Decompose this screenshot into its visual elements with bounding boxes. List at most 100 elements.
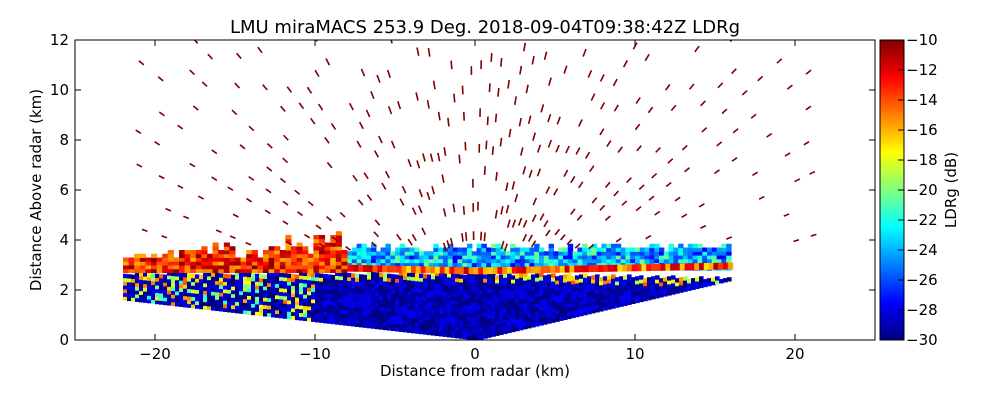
- ldr-cell-upper: [567, 243, 574, 249]
- ldr-cell-low: [399, 301, 404, 306]
- ldr-dash-sparse: [443, 147, 447, 156]
- ldr-cell-low: [315, 291, 320, 297]
- ldr-dash-sparse: [584, 151, 591, 159]
- ldr-cell-low: [495, 275, 500, 280]
- ldr-cell-low: [643, 285, 648, 290]
- ldr-cell-upper: [366, 247, 372, 252]
- ldr-cell-low: [167, 278, 172, 284]
- ldr-cell-edge: [324, 265, 331, 270]
- ldr-cell-low: [299, 308, 304, 314]
- ldr-cell-upper: [601, 247, 607, 252]
- ldr-cell-upper: [534, 243, 540, 249]
- ldr-cell-low: [355, 315, 360, 320]
- ldr-cell-upper: [654, 258, 660, 264]
- ldr-cell-upper: [476, 258, 482, 264]
- ldr-cell-low: [635, 283, 640, 289]
- ldr-cell-low: [535, 310, 540, 316]
- ldr-cell-low: [523, 283, 528, 289]
- ldr-cell-upper: [567, 258, 574, 264]
- ldr-cell-edge: [240, 257, 247, 262]
- ldr-cell-upper: [462, 255, 468, 260]
- ldr-cell-edge: [291, 250, 298, 255]
- ldr-dash-sparse: [330, 122, 337, 130]
- ldr-cell-low: [159, 289, 164, 294]
- ldr-cell-low: [491, 291, 496, 296]
- ldr-cell-low: [267, 312, 272, 317]
- ldr-cell-low: [315, 303, 320, 308]
- ldr-dash-sparse: [684, 167, 691, 173]
- ldr-cell-low: [587, 295, 592, 300]
- ldr-cell-upper: [659, 251, 665, 256]
- ldr-cell-edge: [190, 265, 197, 270]
- ldr-cell-low: [463, 327, 468, 332]
- ldr-cell-low: [419, 329, 424, 335]
- ldr-cell-low: [423, 285, 428, 290]
- ldr-dash-sparse: [318, 243, 326, 248]
- ldr-cell-low: [547, 300, 552, 305]
- ldr-cell-melting: [559, 265, 566, 273]
- ldr-cell-upper: [467, 255, 473, 260]
- ldr-cell-low: [291, 274, 296, 279]
- ldr-cell-low: [547, 281, 552, 287]
- ldr-cell-low: [563, 311, 568, 317]
- ldr-dash-sparse: [193, 40, 199, 44]
- ldr-cell-edge: [218, 261, 225, 266]
- ldr-cell-low: [327, 293, 332, 298]
- ldr-cell-low: [155, 284, 160, 290]
- ldr-cell-upper: [606, 258, 612, 264]
- ldr-cell-low: [571, 310, 576, 315]
- ldr-cell-edge: [167, 265, 174, 270]
- y-tick-label: 0: [59, 331, 69, 349]
- ldr-dash-sparse: [531, 214, 537, 222]
- ldr-cell-low: [519, 303, 524, 308]
- ldr-cell-low: [375, 276, 380, 281]
- ldr-cell-low: [323, 315, 328, 320]
- ldr-cell-low: [451, 318, 456, 323]
- ldr-cell-low: [583, 273, 588, 278]
- ldr-cell-low: [407, 324, 412, 330]
- ldr-cell-upper: [510, 251, 516, 256]
- ldr-cell-low: [167, 293, 172, 299]
- ldr-cell-low: [131, 293, 136, 298]
- ldr-dash-sparse: [458, 154, 461, 164]
- ldr-dash-sparse: [298, 102, 305, 110]
- ldr-cell-melting: [449, 266, 455, 274]
- ldr-cell-low: [287, 288, 292, 293]
- ldr-cell-low: [627, 278, 632, 283]
- ldr-cell-edge: [307, 257, 314, 262]
- ldr-cell-low: [299, 278, 304, 284]
- ldr-cell-edge: [246, 265, 253, 270]
- ldr-cell-melting: [478, 267, 484, 275]
- ldr-cell-low: [559, 282, 564, 288]
- ldr-cell-melting: [353, 264, 359, 272]
- ldr-dash-sparse: [670, 104, 677, 112]
- ldr-cell-low: [643, 296, 648, 302]
- ldr-cell-low: [555, 310, 560, 315]
- ldr-cell-upper: [486, 247, 492, 252]
- ldr-cell-low: [271, 301, 276, 307]
- ldr-dash-sparse: [211, 149, 218, 155]
- ldr-cell-low: [351, 295, 356, 301]
- y-tick-label: 8: [59, 131, 69, 149]
- ldr-cell-edge: [246, 253, 253, 258]
- ldr-cell-low: [535, 299, 540, 305]
- ldr-cell-upper: [654, 251, 660, 256]
- ldr-cell-low: [659, 293, 664, 298]
- ldr-cell-low: [711, 277, 716, 282]
- ldr-cell-low: [179, 283, 184, 289]
- ldr-cell-low: [471, 302, 476, 307]
- ldr-cell-upper: [697, 255, 703, 260]
- ldr-cell-low: [323, 285, 328, 290]
- ldr-cell-low: [459, 278, 464, 283]
- ldr-cell-low: [515, 296, 520, 302]
- ldr-cell-upper: [697, 247, 703, 252]
- ldr-dash-sparse: [373, 231, 380, 238]
- ldr-cell-edge: [319, 268, 326, 273]
- ldr-dash-sparse: [539, 213, 545, 221]
- ldr-dash-sparse: [306, 86, 313, 94]
- ldr-dash-sparse: [183, 215, 190, 220]
- ldr-cell-low: [539, 276, 544, 281]
- ldr-dash-sparse: [411, 207, 417, 216]
- ldr-cell-upper: [515, 255, 521, 260]
- ldr-cell-edge: [201, 250, 208, 255]
